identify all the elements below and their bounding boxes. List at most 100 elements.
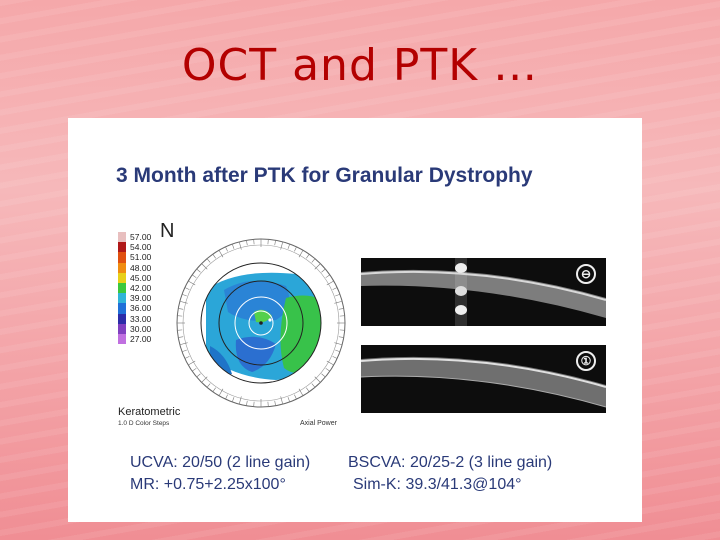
- degree-tick: [326, 360, 334, 366]
- map-center: [259, 321, 263, 325]
- scale-swatch: [118, 272, 126, 283]
- scale-label: 36.00: [130, 303, 152, 314]
- degree-tick: [311, 383, 316, 388]
- slide-title: OCT and PTK …: [181, 40, 539, 91]
- scale-swatch: [118, 282, 126, 294]
- scale-row: 27.00: [118, 333, 152, 345]
- degree-tick: [298, 388, 304, 396]
- stats-row-2: MR: +0.75+2.25x100° Sim-K: 39.3/41.3@104°: [130, 476, 522, 494]
- degree-tick: [196, 268, 201, 273]
- scale-row: 45.00: [118, 272, 152, 283]
- degree-tick: [287, 243, 291, 249]
- bscva-text: BSCVA: 20/25-2 (3 line gain): [348, 454, 553, 471]
- degree-tick: [231, 397, 235, 403]
- ucva-text: UCVA: 20/50 (2 line gain): [130, 454, 311, 471]
- oct-image-top: [361, 258, 606, 326]
- scale-swatch: [118, 242, 126, 253]
- scale-label: 33.00: [130, 313, 152, 324]
- oct-scan-top: ⊖: [361, 258, 606, 326]
- scale-label: 27.00: [130, 333, 152, 344]
- degree-tick: [181, 293, 187, 297]
- degree-tick: [196, 373, 201, 378]
- degree-tick: [325, 368, 330, 372]
- degree-tick: [201, 376, 208, 383]
- oct-bottom-icon: ①: [576, 351, 596, 371]
- degree-tick: [332, 287, 338, 290]
- map-type-label: Keratometric: [118, 406, 181, 418]
- degree-tick: [321, 268, 326, 273]
- scale-swatch: [118, 262, 126, 273]
- scale-label: 39.00: [130, 293, 152, 304]
- scale-swatch: [118, 232, 126, 243]
- degree-tick: [192, 274, 197, 278]
- degree-tick: [238, 396, 242, 405]
- degree-tick: [184, 356, 190, 359]
- degree-tick: [218, 388, 224, 396]
- degree-tick: [274, 400, 276, 406]
- degree-tick: [225, 394, 228, 400]
- degree-tick: [338, 308, 344, 310]
- degree-tick: [231, 243, 235, 249]
- map-ring-3: [234, 296, 288, 350]
- degree-tick: [246, 400, 248, 406]
- color-steps-label: 1.0 D Color Steps: [118, 420, 170, 427]
- degree-tick: [192, 368, 197, 372]
- scale-swatch: [118, 333, 126, 345]
- degree-tick: [178, 336, 184, 338]
- degree-tick: [326, 280, 334, 286]
- degree-tick: [274, 240, 276, 246]
- degree-tick: [181, 349, 187, 353]
- degree-tick: [280, 396, 284, 405]
- scale-row: 33.00: [118, 313, 152, 324]
- figure-panel: 3 Month after PTK for Granular Dystrophy…: [68, 118, 642, 522]
- scale-swatch: [118, 293, 126, 304]
- degree-tick: [332, 356, 338, 359]
- scale-swatch: [118, 323, 126, 334]
- scale-label: 48.00: [130, 262, 152, 273]
- degree-tick: [179, 300, 188, 304]
- scale-row: 54.00: [118, 242, 152, 253]
- degree-tick: [225, 246, 228, 252]
- scale-label: 42.00: [130, 283, 152, 294]
- scale-row: 30.00: [118, 323, 152, 334]
- degree-tick: [287, 397, 291, 403]
- corneal-topography-map: [176, 238, 346, 408]
- degree-tick: [314, 263, 321, 270]
- scale-label: 51.00: [130, 252, 152, 263]
- degree-tick: [178, 308, 184, 310]
- degree-tick: [201, 263, 208, 270]
- oct-scan-bottom: ①: [361, 345, 606, 413]
- scale-row: 48.00: [118, 262, 152, 273]
- degree-tick: [238, 241, 242, 250]
- color-scale-legend: 57.00 54.00 51.00 48.00 45.00 42.00 39.00 36.00…: [118, 232, 152, 345]
- degree-tick: [321, 373, 326, 378]
- scale-label: 45.00: [130, 272, 152, 283]
- simk-text: Sim-K: 39.3/41.3@104°: [353, 476, 522, 493]
- degree-tick: [188, 280, 196, 286]
- degree-tick: [334, 300, 343, 304]
- scale-label: 54.00: [130, 242, 152, 253]
- degree-tick: [188, 360, 196, 366]
- map-ring-4: [248, 310, 274, 336]
- map-ring-2: [218, 280, 304, 366]
- mr-text: MR: +0.75+2.25x100°: [130, 476, 286, 493]
- degree-tick: [298, 250, 304, 258]
- degree-tick: [306, 254, 310, 259]
- degree-tick: [335, 293, 341, 297]
- degree-tick: [206, 383, 211, 388]
- scale-row: 39.00: [118, 293, 152, 304]
- scale-swatch: [118, 252, 126, 263]
- scale-swatch: [118, 303, 126, 314]
- degree-tick: [179, 342, 188, 346]
- scale-label: 57.00: [130, 232, 152, 243]
- oct-image-bottom: [361, 356, 606, 408]
- axial-power-label: Axial Power: [300, 420, 337, 427]
- degree-tick: [314, 376, 321, 383]
- orientation-label: N: [160, 220, 175, 242]
- degree-ticks: [177, 239, 345, 407]
- degree-tick: [294, 246, 297, 252]
- scale-label: 30.00: [130, 323, 152, 334]
- degree-tick: [335, 349, 341, 353]
- map-edge: [200, 262, 322, 384]
- map-marker: [268, 318, 272, 322]
